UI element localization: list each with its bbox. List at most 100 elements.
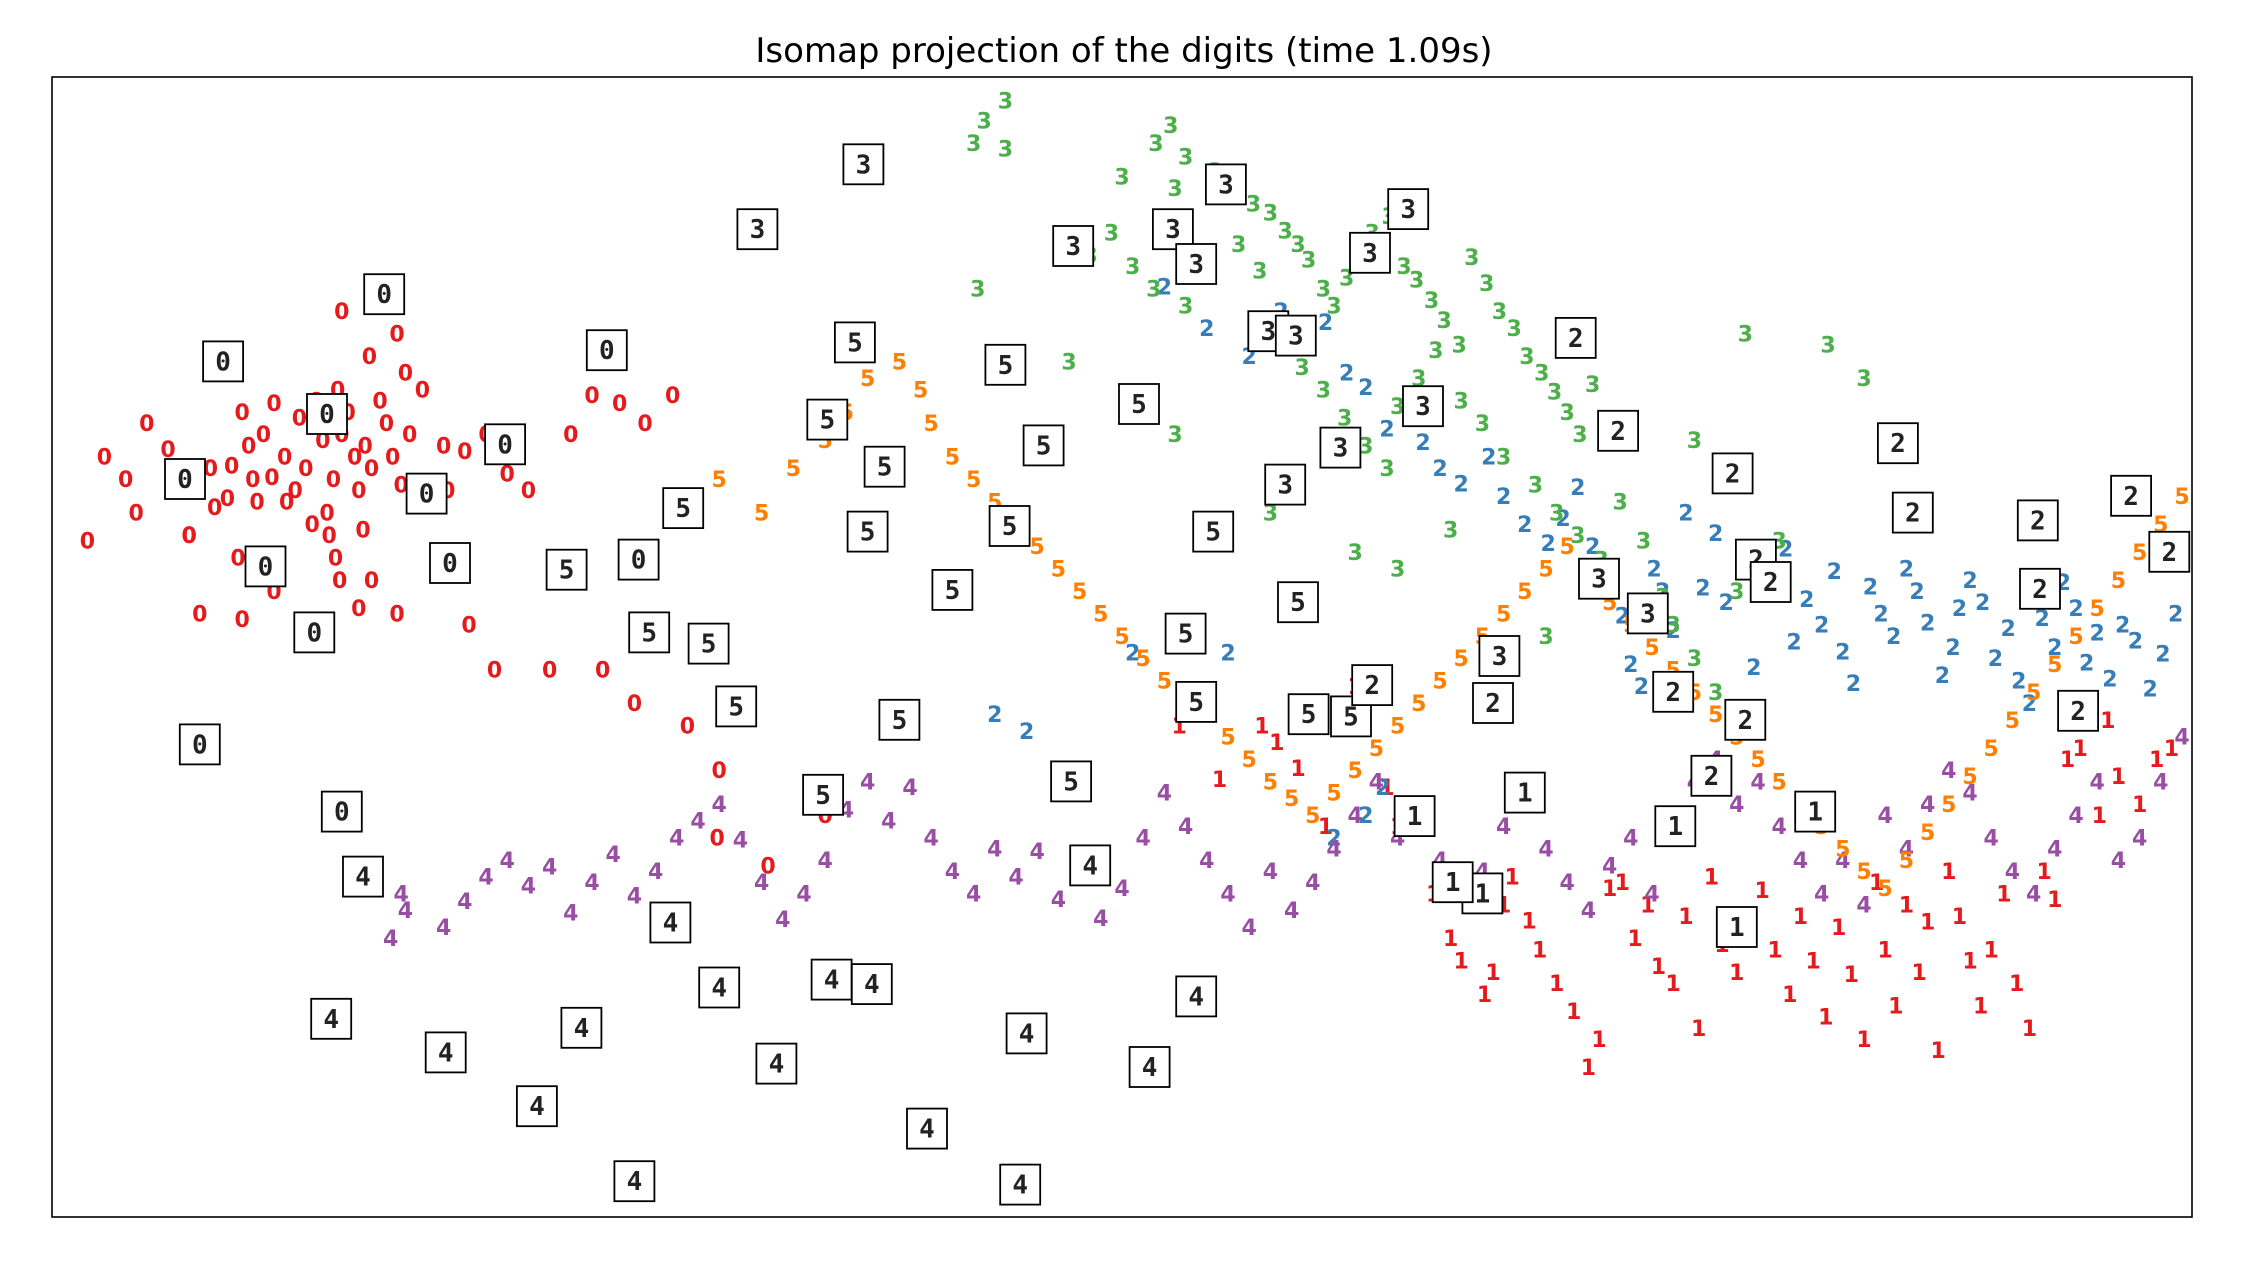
digit-point-4: 4 [2005, 860, 2020, 885]
digit-point-2: 2 [1540, 532, 1555, 557]
thumbnail-frame [363, 273, 406, 316]
thumbnail-digit-0: 0 [319, 400, 335, 430]
digit-point-0: 0 [709, 826, 724, 851]
digit-point-3: 3 [1613, 490, 1628, 515]
thumbnail-digit-3: 3 [1260, 317, 1276, 347]
digit-point-5: 5 [1899, 849, 1914, 874]
digit-point-0: 0 [80, 530, 95, 555]
digit-point-2: 2 [2102, 667, 2117, 692]
thumbnail-frame [906, 1107, 948, 1150]
digit-point-1: 1 [1678, 905, 1693, 930]
digit-point-3: 3 [1167, 423, 1182, 448]
digit-point-4: 4 [1093, 907, 1108, 932]
thumbnail-frame [1794, 790, 1837, 833]
thumbnail-digit-4: 4 [711, 974, 727, 1004]
digit-point-2: 2 [1814, 614, 1829, 639]
thumbnail-digit-4: 4 [663, 909, 679, 939]
digit-thumbnail: 3 [1205, 163, 1247, 206]
digit-point-5: 5 [1348, 759, 1363, 784]
digit-point-0: 0 [192, 602, 207, 627]
digit-thumbnail: 5 [545, 548, 588, 591]
digit-thumbnail: 5 [931, 569, 974, 611]
digit-point-2: 2 [2047, 636, 2062, 661]
digit-thumbnail: 2 [1652, 670, 1695, 713]
digit-point-0: 0 [224, 455, 239, 480]
digit-point-0: 0 [364, 569, 379, 594]
digit-point-4: 4 [1878, 804, 1893, 829]
digit-point-5: 5 [1941, 793, 1956, 818]
digit-point-0: 0 [332, 569, 347, 594]
thumbnail-digit-3: 3 [1188, 250, 1204, 280]
digit-point-4: 4 [1369, 770, 1384, 795]
digit-point-4: 4 [1750, 770, 1765, 795]
digit-point-2: 2 [1786, 630, 1801, 655]
digit-point-2: 2 [1935, 664, 1950, 689]
thumbnail-digit-3: 3 [1165, 215, 1181, 245]
digit-point-1: 1 [1504, 866, 1519, 891]
plot-area-frame [51, 76, 2193, 1218]
digit-point-3: 3 [977, 110, 992, 135]
thumbnail-digit-5: 5 [945, 576, 961, 606]
digit-point-1: 1 [1899, 894, 1914, 919]
digit-point-5: 5 [1517, 580, 1532, 605]
digit-point-1: 1 [2047, 888, 2062, 913]
thumbnail-digit-2: 2 [1763, 568, 1779, 598]
digit-point-2: 2 [2022, 692, 2037, 717]
thumbnail-frame [310, 997, 353, 1040]
thumbnail-frame [1554, 316, 1597, 359]
digit-point-4: 4 [1326, 838, 1341, 863]
thumbnail-frame [1431, 861, 1474, 904]
thumbnail-digit-2: 2 [2161, 538, 2177, 568]
digit-point-4: 4 [818, 849, 833, 874]
digit-point-2: 2 [1019, 720, 1034, 745]
digit-thumbnail: 2 [1472, 682, 1514, 724]
digit-point-4: 4 [924, 826, 939, 851]
digit-point-0: 0 [389, 602, 404, 627]
digit-point-5: 5 [1962, 765, 1977, 790]
digit-point-3: 3 [1492, 300, 1507, 325]
digit-point-4: 4 [1030, 840, 1045, 865]
digit-point-4: 4 [584, 871, 599, 896]
digit-point-4: 4 [669, 826, 684, 851]
thumbnail-frame [617, 538, 660, 581]
thumbnail-digit-0: 0 [497, 430, 513, 460]
digit-point-1: 1 [1844, 963, 1859, 988]
thumbnail-frame [1277, 581, 1319, 624]
digit-point-2: 2 [1454, 473, 1469, 498]
digit-point-4: 4 [945, 860, 960, 885]
digit-point-2: 2 [1863, 576, 1878, 601]
digit-point-1: 1 [1805, 950, 1820, 975]
digit-point-0: 0 [241, 434, 256, 459]
digit-point-0: 0 [279, 490, 294, 515]
digit-point-3: 3 [1549, 502, 1564, 527]
digit-point-3: 3 [1409, 269, 1424, 294]
digit-thumbnail: 3 [1349, 231, 1391, 274]
thumbnail-frame [1319, 426, 1362, 469]
digit-point-5: 5 [1856, 860, 1871, 885]
thumbnail-digit-3: 3 [1400, 195, 1416, 225]
digit-thumbnail: 4 [1005, 1012, 1048, 1055]
thumbnail-digit-4: 4 [627, 1167, 643, 1197]
digit-thumbnail: 4 [649, 901, 692, 944]
thumbnail-frame [1349, 231, 1391, 274]
digit-point-2: 2 [1873, 602, 1888, 627]
thumbnail-frame [560, 1006, 603, 1049]
digit-thumbnail: 5 [846, 510, 889, 553]
digit-point-0: 0 [680, 714, 695, 739]
digit-point-2: 2 [1220, 642, 1235, 667]
digit-point-2: 2 [1615, 605, 1630, 630]
thumbnail-digit-5: 5 [641, 618, 657, 648]
digit-point-3: 3 [966, 132, 981, 157]
digit-point-2: 2 [1415, 431, 1430, 456]
thumbnail-frame [863, 445, 906, 488]
digit-point-2: 2 [2034, 607, 2049, 632]
thumbnail-frame [1578, 557, 1620, 600]
digit-point-4: 4 [1581, 899, 1596, 924]
thumbnail-digit-2: 2 [1364, 671, 1380, 701]
digit-point-4: 4 [1729, 793, 1744, 818]
digit-point-1: 1 [1212, 768, 1227, 793]
thumbnail-frame [802, 773, 844, 816]
thumbnail-frame [2110, 474, 2153, 517]
thumbnail-digit-4: 4 [574, 1014, 590, 1044]
thumbnail-digit-5: 5 [892, 706, 908, 736]
